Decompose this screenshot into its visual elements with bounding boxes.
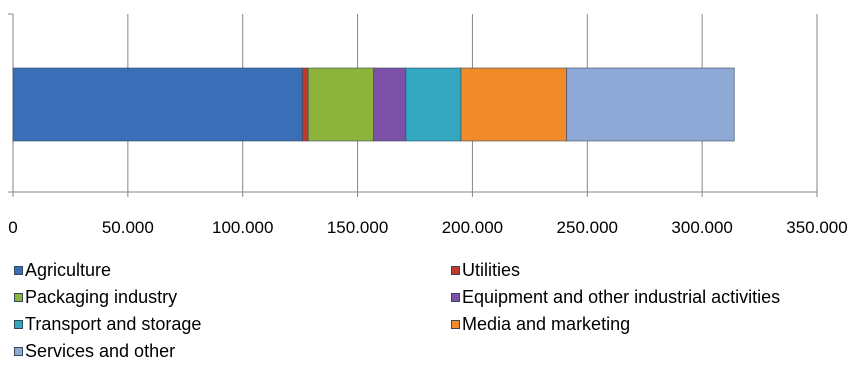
legend-swatch	[451, 319, 460, 329]
bar-segment-equipment-and-other-industrial-activities	[373, 67, 407, 142]
legend-label: Transport and storage	[25, 313, 202, 334]
legend-swatch	[451, 265, 460, 275]
x-tick-label: 350.000	[786, 218, 847, 237]
bar-segments	[12, 67, 735, 142]
legend-label: Services and other	[25, 340, 176, 361]
legend-label: Packaging industry	[25, 286, 178, 307]
legend-item: Packaging industry	[14, 285, 177, 309]
legend-swatch	[14, 292, 23, 302]
x-tick-labels: 0 50.000 100.000 150.000 200.000 250.000 300.0…	[8, 218, 847, 237]
legend-label: Media and marketing	[462, 313, 631, 334]
legend-label: Utilities	[462, 259, 521, 280]
legend-swatch	[14, 319, 23, 329]
legend-swatch	[14, 265, 23, 275]
bar-segment-packaging-industry	[307, 67, 375, 142]
legend-item: Transport and storage	[14, 312, 201, 336]
legend-item: Agriculture	[14, 258, 111, 282]
x-tick-label: 200.000	[442, 218, 503, 237]
x-tick-label: 150.000	[327, 218, 388, 237]
x-tick-label: 250.000	[557, 218, 618, 237]
legend-item: Utilities	[451, 258, 520, 282]
legend-item: Equipment and other industrial activitie…	[451, 285, 780, 309]
legend-item: Media and marketing	[451, 312, 630, 336]
legend-label: Agriculture	[25, 259, 112, 280]
bar-segment-agriculture	[12, 67, 303, 142]
legend-item: Services and other	[14, 339, 175, 363]
legend-label: Equipment and other industrial activitie…	[462, 286, 781, 307]
x-tick-label: 300.000	[671, 218, 732, 237]
x-tick-label: 100.000	[212, 218, 273, 237]
legend-swatch	[14, 346, 23, 356]
bar-segment-media-and-marketing	[460, 67, 568, 142]
bar-segment-transport-and-storage	[405, 67, 462, 142]
x-tick-label: 50.000	[102, 218, 154, 237]
bar-segment-services-and-other	[566, 67, 735, 142]
legend-swatch	[451, 292, 460, 302]
x-tick-label: 0	[8, 218, 17, 237]
bar-segment-utilities	[301, 67, 309, 142]
